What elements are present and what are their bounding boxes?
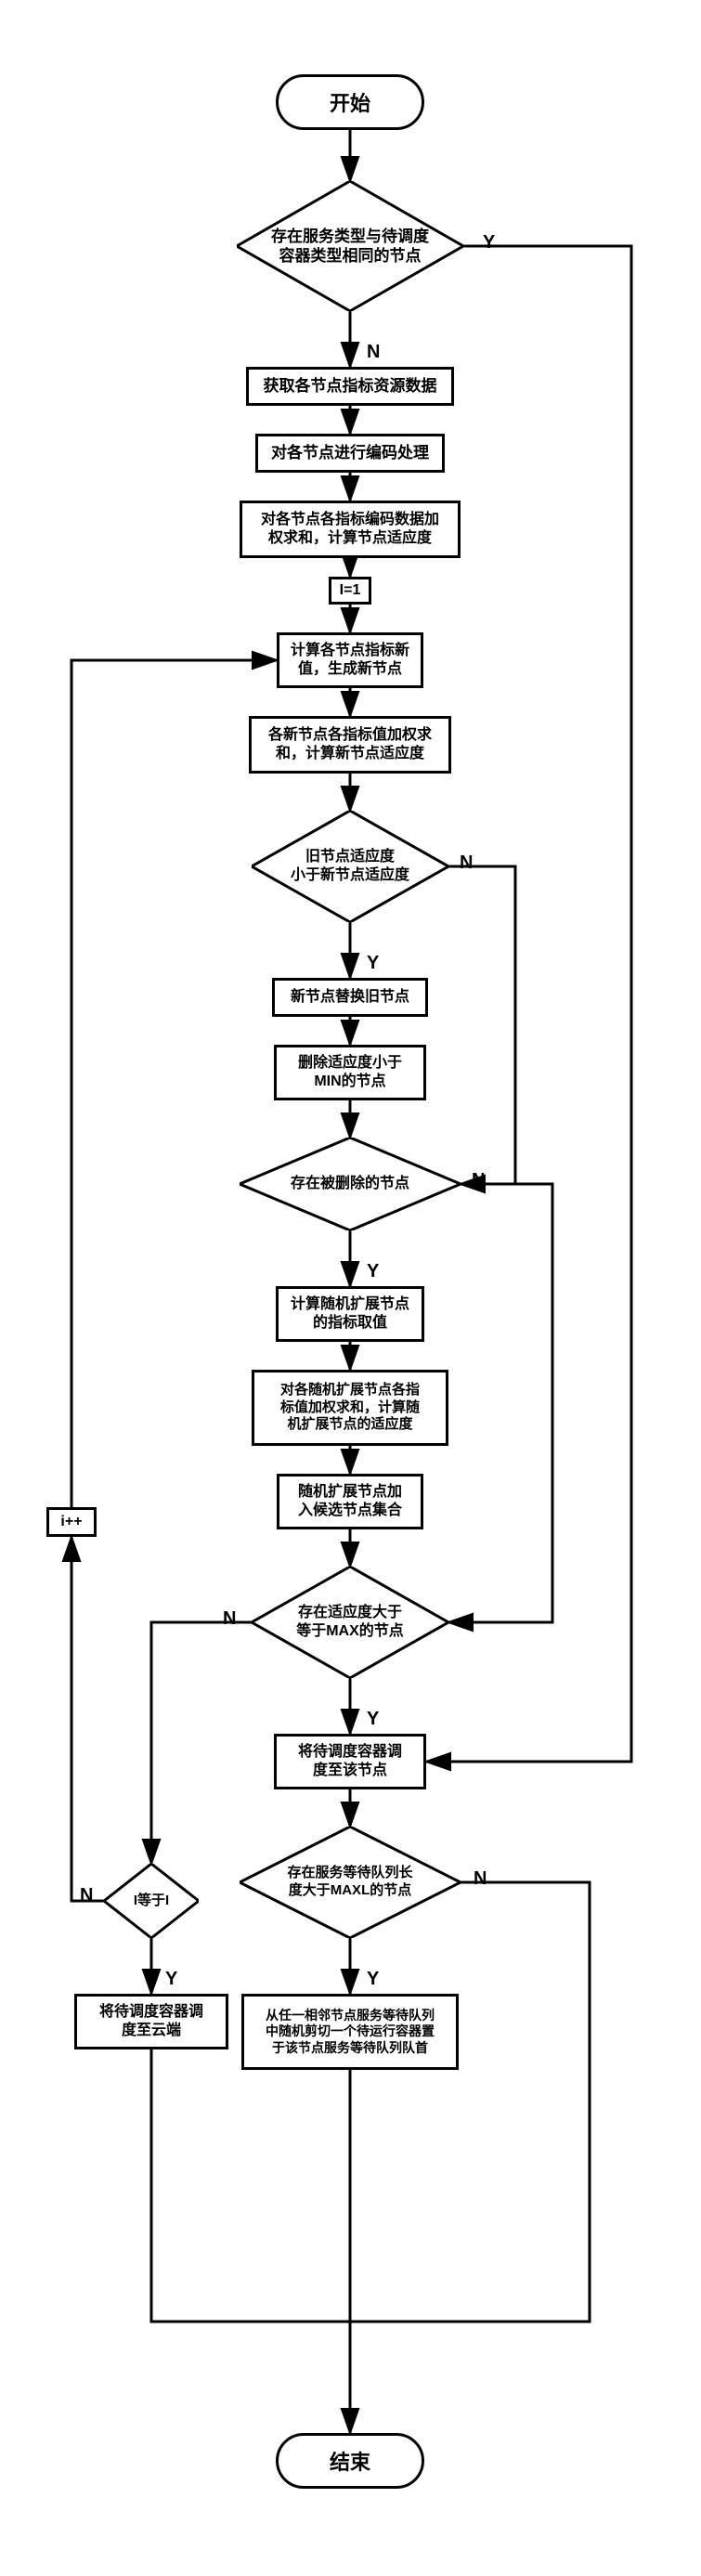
process-p10: 对各随机扩展节点各指标值加权求和，计算随机扩展节点的适应度 <box>252 1370 448 1446</box>
process-p4: I=1 <box>329 577 371 605</box>
process-p12: 将待调度容器调度至该节点 <box>274 1734 426 1789</box>
decision-d3: 存在被删除的节点 <box>240 1138 461 1230</box>
flowchart-canvas: NYYYYYNNNYNN开始存在服务类型与待调度容器类型相同的节点获取各节点指标… <box>0 0 701 2576</box>
process-p3: 对各节点各指标编码数据加权求和，计算节点适应度 <box>240 501 461 558</box>
decision-d6: I等于I <box>104 1864 199 1938</box>
decision-d2: 旧节点适应度小于新节点适应度 <box>252 811 448 922</box>
edge <box>448 866 515 1184</box>
decision-d4: 存在适应度大于等于MAX的节点 <box>252 1567 448 1678</box>
edge <box>71 660 277 1507</box>
decision-label: 存在被删除的节点 <box>240 1138 461 1230</box>
edge <box>151 2049 350 2322</box>
terminator-start: 开始 <box>276 74 424 130</box>
decision-label: 存在服务等待队列长度大于MAXL的节点 <box>240 1827 461 1938</box>
edge <box>448 1184 552 1622</box>
process-p1: 获取各节点指标资源数据 <box>246 367 454 406</box>
edge <box>426 246 631 1762</box>
process-p6: 各新节点各指标值加权求和，计算新节点适应度 <box>249 716 451 774</box>
edge <box>151 1622 252 1864</box>
terminator-end: 结束 <box>276 2433 424 2489</box>
process-p14: 将待调度容器调度至云端 <box>74 1994 228 2049</box>
process-p11: 随机扩展节点加入候选节点集合 <box>277 1474 423 1529</box>
process-p5: 计算各节点指标新值，生成新节点 <box>277 632 423 688</box>
decision-label: 存在适应度大于等于MAX的节点 <box>252 1567 448 1678</box>
edge <box>350 1882 590 2322</box>
process-p9: 计算随机扩展节点的指标取值 <box>276 1286 424 1342</box>
process-p13: 从任一相邻节点服务等待队列中随机剪切一个待运行容器置于该节点服务等待队列队首 <box>241 1994 459 2070</box>
decision-d1: 存在服务类型与待调度容器类型相同的节点 <box>237 181 463 311</box>
edge <box>71 1537 104 1901</box>
process-p7: 新节点替换旧节点 <box>272 978 428 1017</box>
process-p8: 删除适应度小于MIN的节点 <box>274 1045 426 1100</box>
process-p2: 对各节点进行编码处理 <box>255 434 445 473</box>
decision-label: 旧节点适应度小于新节点适应度 <box>252 811 448 922</box>
decision-d5: 存在服务等待队列长度大于MAXL的节点 <box>240 1827 461 1938</box>
process-pInc: i++ <box>46 1507 97 1537</box>
decision-label: I等于I <box>104 1864 199 1938</box>
decision-label: 存在服务类型与待调度容器类型相同的节点 <box>237 181 463 311</box>
